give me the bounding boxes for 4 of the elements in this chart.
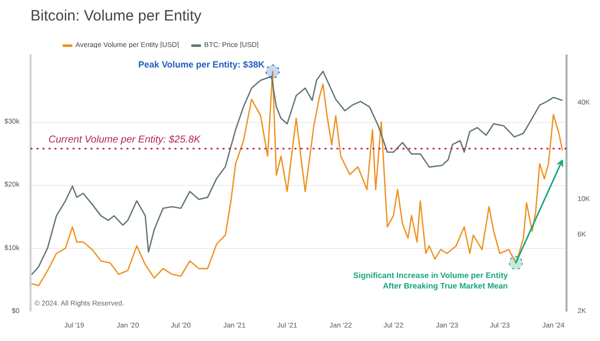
chart-title: Bitcoin: Volume per Entity [30,8,202,24]
annotation: Significant Increase in Volume per Entity After Breaking True Market Mean [353,270,508,291]
ref-line-label: Current Volume per Entity: $25.8K [48,134,202,146]
annotation: Peak Volume per Entity: $38K [138,60,266,70]
